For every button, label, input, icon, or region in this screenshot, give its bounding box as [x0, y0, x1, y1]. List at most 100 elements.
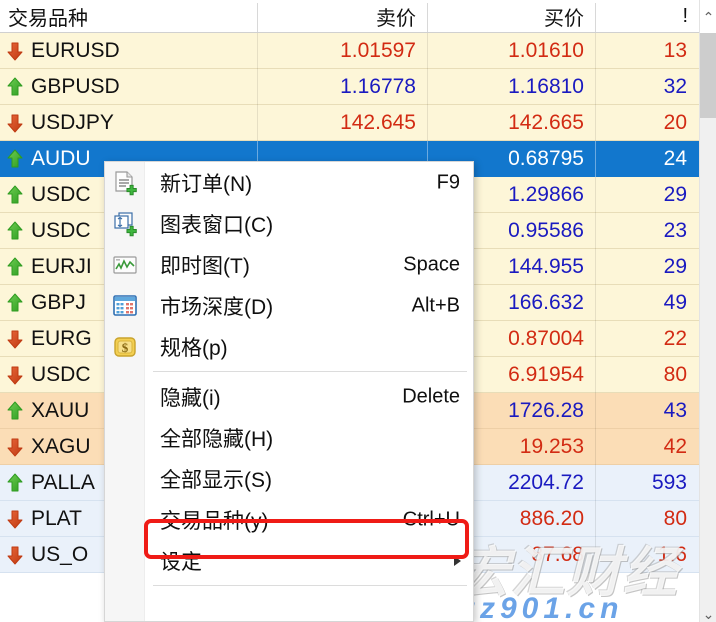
- symbol-name: EURG: [31, 327, 92, 350]
- symbol-name: EURUSD: [31, 39, 120, 62]
- row-divider-3: [595, 69, 596, 105]
- cell-symbol[interactable]: EURUSD: [0, 33, 257, 69]
- cell-ask-price[interactable]: 1.01597: [340, 39, 416, 62]
- specification-icon: $: [110, 332, 140, 362]
- cell-spread[interactable]: 29: [663, 255, 687, 278]
- menu-item-action-8[interactable]: 全部显示(S): [105, 458, 473, 499]
- cell-bid-price[interactable]: 6.91954: [508, 363, 584, 386]
- column-divider-3[interactable]: [595, 3, 596, 32]
- tick-chart-icon: [110, 250, 140, 280]
- cell-symbol[interactable]: EURG: [0, 321, 257, 357]
- cell-spread[interactable]: 22: [663, 327, 687, 350]
- cell-bid-price[interactable]: 1.01610: [508, 39, 584, 62]
- table-row[interactable]: GBPUSD 1.16778 1.16810 32: [0, 69, 699, 105]
- cell-symbol[interactable]: GBPJ: [0, 285, 257, 321]
- cell-symbol[interactable]: USDC: [0, 177, 257, 213]
- cell-ask-price[interactable]: 1.16778: [340, 75, 416, 98]
- arrow-up-icon: [6, 76, 24, 98]
- column-divider-1[interactable]: [257, 3, 258, 32]
- symbol-name: US_O: [31, 543, 89, 566]
- menu-item-new-order[interactable]: 新订单(N) F9: [105, 162, 473, 203]
- menu-item-action-9[interactable]: 交易品种(y) Ctrl+U: [105, 499, 473, 540]
- cell-symbol[interactable]: PALLA: [0, 465, 257, 501]
- cell-spread[interactable]: 29: [663, 183, 687, 206]
- symbol-name: XAUU: [31, 399, 90, 422]
- cell-spread[interactable]: 13: [663, 39, 687, 62]
- row-divider-1: [257, 105, 258, 141]
- cell-spread[interactable]: 593: [651, 471, 687, 494]
- cell-symbol[interactable]: EURJI: [0, 249, 257, 285]
- cell-bid-price[interactable]: 166.632: [508, 291, 584, 314]
- chevron-up-icon: ⌃: [702, 8, 715, 25]
- cell-spread[interactable]: 23: [663, 219, 687, 242]
- menu-item-action-10[interactable]: 设定: [105, 540, 473, 581]
- cell-symbol[interactable]: USDJPY: [0, 105, 257, 141]
- symbol-name: USDC: [31, 219, 91, 242]
- cell-bid-price[interactable]: 0.95586: [508, 219, 584, 242]
- cell-spread[interactable]: 42: [663, 435, 687, 458]
- cell-symbol[interactable]: US_O: [0, 537, 257, 573]
- cell-bid-price[interactable]: 1726.28: [508, 399, 584, 422]
- menu-item-action-7[interactable]: 全部隐藏(H): [105, 417, 473, 458]
- cell-spread[interactable]: 1.6: [657, 543, 687, 566]
- cell-bid-price[interactable]: 19.253: [519, 435, 584, 458]
- scroll-up-button[interactable]: ⌃: [700, 0, 716, 33]
- cell-symbol[interactable]: PLAT: [0, 501, 257, 537]
- column-header-bid[interactable]: 买价: [544, 7, 584, 30]
- cell-bid-price[interactable]: 886.20: [519, 507, 584, 530]
- menu-item-market-depth[interactable]: 市场深度(D) Alt+B: [105, 285, 473, 326]
- cell-spread[interactable]: 20: [663, 111, 687, 134]
- row-divider-2: [427, 69, 428, 105]
- scrollbar-thumb[interactable]: [700, 33, 716, 118]
- arrow-up-icon: [6, 292, 24, 314]
- cell-bid-price[interactable]: 2204.72: [508, 471, 584, 494]
- column-header-ask[interactable]: 卖价: [376, 7, 416, 30]
- cell-bid-price[interactable]: 0.68795: [508, 147, 584, 170]
- arrow-down-icon: [6, 436, 24, 458]
- column-header-symbol[interactable]: 交易品种: [8, 7, 88, 30]
- menu-item-specification[interactable]: $ 规格(p): [105, 326, 473, 367]
- cell-bid-price[interactable]: 1.29866: [508, 183, 584, 206]
- market-depth-icon: [110, 291, 140, 321]
- cell-bid-price[interactable]: 144.955: [508, 255, 584, 278]
- menu-separator-line: [153, 371, 467, 372]
- cell-symbol[interactable]: XAUU: [0, 393, 257, 429]
- row-divider-3: [595, 321, 596, 357]
- menu-item-label: 即时图(T): [160, 254, 250, 278]
- menu-item-label: 隐藏(i): [160, 386, 221, 410]
- cell-symbol[interactable]: USDC: [0, 357, 257, 393]
- cell-spread[interactable]: 24: [663, 147, 687, 170]
- arrow-down-icon: [6, 364, 24, 386]
- vertical-scrollbar[interactable]: ⌃ ⌄: [699, 0, 716, 622]
- cell-bid-price[interactable]: 1.16810: [508, 75, 584, 98]
- menu-item-action-6[interactable]: 隐藏(i) Delete: [105, 376, 473, 417]
- column-divider-2[interactable]: [427, 3, 428, 32]
- cell-symbol[interactable]: GBPUSD: [0, 69, 257, 105]
- menu-item-tick-chart[interactable]: 即时图(T) Space: [105, 244, 473, 285]
- row-divider-3: [595, 429, 596, 465]
- column-header-spread[interactable]: !: [682, 4, 688, 27]
- row-divider-2: [427, 33, 428, 69]
- cell-symbol[interactable]: XAGU: [0, 429, 257, 465]
- menu-item-chart-window[interactable]: 图表窗口(C): [105, 203, 473, 244]
- cell-spread[interactable]: 49: [663, 291, 687, 314]
- row-divider-3: [595, 213, 596, 249]
- table-row[interactable]: USDJPY 142.645 142.665 20: [0, 105, 699, 141]
- table-row[interactable]: EURUSD 1.01597 1.01610 13: [0, 33, 699, 69]
- row-divider-1: [257, 33, 258, 69]
- cell-bid-price[interactable]: 142.665: [508, 111, 584, 134]
- cell-spread[interactable]: 43: [663, 399, 687, 422]
- cell-symbol[interactable]: USDC: [0, 213, 257, 249]
- chevron-down-icon: ⌄: [702, 605, 715, 622]
- cell-spread[interactable]: 32: [663, 75, 687, 98]
- scroll-down-button[interactable]: ⌄: [700, 605, 716, 622]
- row-divider-3: [595, 177, 596, 213]
- cell-ask-price[interactable]: 142.645: [340, 111, 416, 134]
- cell-symbol[interactable]: AUDU: [0, 141, 257, 177]
- cell-bid-price[interactable]: 87.68: [531, 543, 584, 566]
- cell-bid-price[interactable]: 0.87004: [508, 327, 584, 350]
- row-divider-3: [595, 465, 596, 501]
- cell-spread[interactable]: 80: [663, 507, 687, 530]
- cell-spread[interactable]: 80: [663, 363, 687, 386]
